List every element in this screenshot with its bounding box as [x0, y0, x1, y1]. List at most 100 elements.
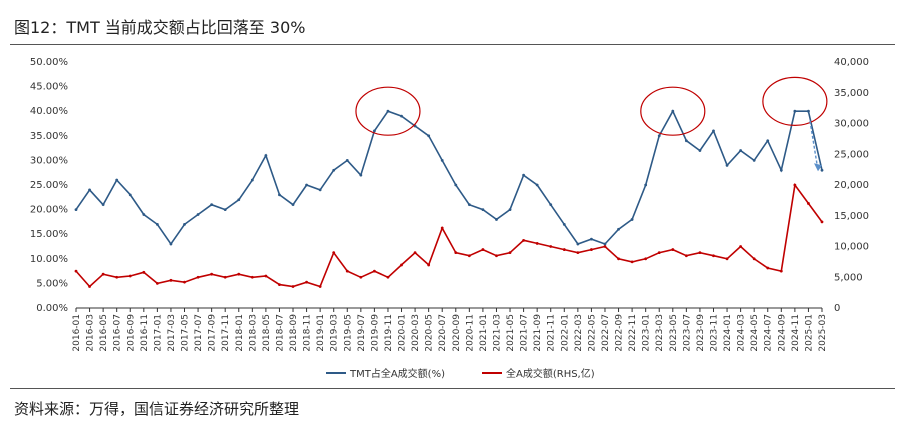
- x-tick-label: 2020-05: [425, 314, 435, 352]
- turnover-line-point: [88, 285, 91, 288]
- x-tick-label: 2018-11: [303, 314, 313, 352]
- y-right-tick-label: 25,000: [834, 149, 869, 160]
- tmt-share-line-point: [657, 134, 661, 138]
- turnover-line-point: [427, 263, 431, 267]
- series-a-share-turnover: [74, 182, 824, 288]
- tmt-share-line-point: [115, 178, 119, 182]
- y-right-tick-label: 15,000: [834, 211, 869, 222]
- turnover-line-point: [318, 285, 322, 288]
- x-tick-label: 2024-07: [764, 314, 774, 352]
- x-tick-label: 2022-11: [628, 314, 638, 352]
- x-tick-label: 2021-03: [492, 314, 502, 352]
- x-tick-label: 2017-05: [181, 314, 191, 352]
- x-tick-label: 2019-05: [343, 314, 353, 352]
- x-tick-label: 2016-09: [126, 314, 136, 352]
- turnover-line-point: [237, 272, 241, 276]
- tmt-share-line-point: [562, 222, 566, 226]
- x-tick-label: 2017-03: [167, 314, 177, 352]
- x-tick-label: 2021-07: [520, 314, 530, 352]
- turnover-line-point: [779, 269, 783, 273]
- turnover-line-point: [549, 245, 553, 248]
- tmt-share-line-point: [210, 203, 214, 207]
- turnover-line-point: [278, 283, 281, 287]
- tmt-share-line-point: [318, 188, 322, 192]
- turnover-line-point: [155, 282, 159, 285]
- x-tick-label: 2024-03: [737, 314, 747, 352]
- x-tick-label: 2016-05: [99, 314, 109, 352]
- chart-annotations: [355, 76, 828, 172]
- tmt-share-line-point: [169, 242, 173, 246]
- x-tick-label: 2023-05: [669, 314, 679, 352]
- turnover-line-point: [712, 254, 715, 258]
- x-tick-label: 2024-05: [750, 314, 760, 352]
- x-tick-label: 2023-09: [696, 314, 706, 352]
- x-tick-label: 2020-11: [465, 314, 475, 352]
- tmt-share-line-point: [766, 139, 770, 143]
- chart-legend: TMT占全A成交额(%) 全A成交额(RHS,亿): [326, 367, 595, 380]
- x-tick-label: 2022-09: [615, 314, 625, 352]
- x-tick-label: 2020-09: [452, 314, 462, 352]
- x-tick-label: 2019-03: [330, 314, 340, 352]
- x-tick-label: 2016-07: [113, 314, 123, 352]
- tmt-share-line-point: [671, 109, 675, 113]
- x-tick-label: 2020-07: [438, 314, 448, 352]
- x-tick-label: 2017-07: [194, 314, 204, 352]
- turnover-line-point: [359, 275, 363, 279]
- tmt-share-line-point: [183, 222, 186, 226]
- turnover-line-point: [576, 251, 580, 255]
- turnover-line-point: [291, 285, 295, 288]
- y-left-tick-label: 10.00%: [30, 254, 68, 265]
- chart: 0.00% 5.00% 10.00% 15.00% 20.00% 25.00% 30.00%…: [30, 57, 869, 380]
- x-tick-label: 2022-03: [574, 314, 584, 352]
- turnover-line-point: [142, 270, 146, 274]
- highlight-ellipse: [640, 86, 706, 136]
- series-tmt-share: [74, 109, 824, 246]
- turnover-line-point: [250, 275, 254, 279]
- turnover-line-point: [657, 251, 661, 255]
- x-tick-label: 2022-01: [560, 314, 570, 352]
- tmt-share-line-point: [779, 168, 783, 172]
- x-tick-label: 2024-11: [791, 314, 801, 352]
- x-tick-label: 2021-09: [533, 314, 543, 352]
- turnover-line-point: [752, 257, 756, 261]
- tmt-share-line-point: [250, 178, 254, 182]
- footer-divider: [10, 388, 895, 389]
- y-left-tick-label: 15.00%: [30, 229, 68, 240]
- x-tick-label: 2017-09: [208, 314, 218, 352]
- tmt-share-line-point: [644, 183, 648, 187]
- turnover-line-point: [305, 280, 308, 284]
- turnover-line-point: [793, 183, 797, 187]
- down-arrow: [809, 120, 819, 171]
- x-tick-label: 2023-01: [642, 314, 652, 352]
- turnover-line-point: [603, 245, 607, 248]
- x-tick-label: 2021-11: [547, 314, 557, 352]
- tmt-share-line-point: [467, 203, 471, 207]
- turnover-line-point: [223, 275, 227, 279]
- x-tick-label: 2019-09: [370, 314, 380, 352]
- chart-title: 图12：TMT 当前成交额占比回落至 30%: [14, 18, 306, 37]
- tmt-share-line-point: [373, 129, 376, 133]
- x-tick-label: 2017-01: [153, 314, 163, 352]
- legend-label-tmt: TMT占全A成交额(%): [349, 367, 445, 380]
- tmt-share-line-point: [590, 237, 593, 241]
- y-left-tick-label: 30.00%: [30, 155, 68, 166]
- tmt-share-line-point: [630, 218, 634, 221]
- y-left-tick-label: 20.00%: [30, 205, 68, 216]
- x-tick-label: 2016-03: [86, 314, 96, 352]
- tmt-share-line-point: [454, 183, 458, 187]
- turnover-line-point: [739, 245, 743, 248]
- x-tick-label: 2024-09: [777, 314, 787, 352]
- tmt-share-line-point: [807, 109, 810, 113]
- tmt-share-line-point: [549, 203, 553, 207]
- tmt-share-line-point: [752, 159, 756, 162]
- x-tick-label: 2025-03: [818, 314, 828, 352]
- y-left-tick-label: 25.00%: [30, 180, 68, 191]
- y-left-tick-label: 35.00%: [30, 131, 68, 142]
- turnover-line-point: [467, 254, 471, 258]
- y-left-tick-label: 40.00%: [30, 106, 68, 117]
- tmt-share-line-point: [617, 227, 620, 231]
- y-right-tick-label: 20,000: [834, 180, 869, 191]
- turnover-line-point: [562, 248, 566, 251]
- tmt-share-line-point: [345, 159, 349, 162]
- tmt-share-line-point: [535, 183, 539, 187]
